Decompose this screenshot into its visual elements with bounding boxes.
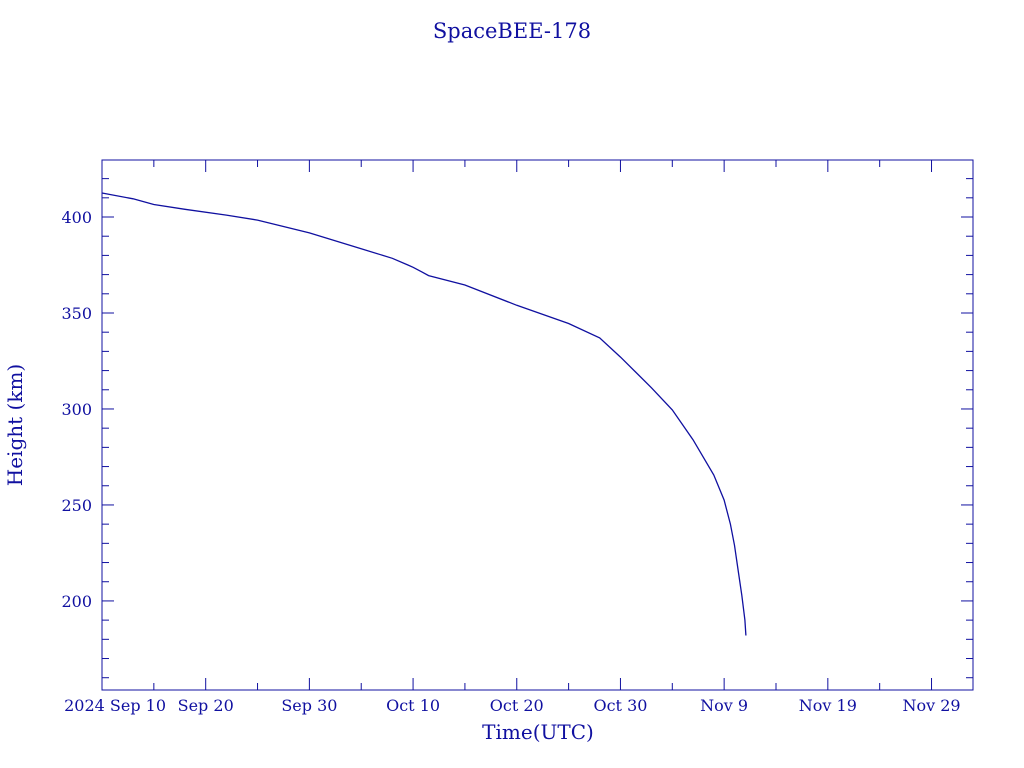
x-tick-label: Oct 30 (593, 696, 647, 715)
x-tick-label: Oct 10 (386, 696, 440, 715)
x-axis-label: Time(UTC) (482, 720, 594, 744)
x-tick-label: 2024 Sep 10 (64, 696, 166, 715)
y-tick-label: 250 (61, 496, 92, 515)
y-axis-label: Height (km) (3, 364, 27, 486)
plot-frame (101, 159, 974, 691)
x-tick-label: Nov 9 (700, 696, 748, 715)
y-tick-label: 300 (61, 400, 92, 419)
chart-title: SpaceBEE-178 (433, 19, 591, 43)
y-tick-label: 400 (61, 208, 92, 227)
x-tick-label: Sep 20 (178, 696, 234, 715)
x-tick-label: Oct 20 (490, 696, 544, 715)
series-line (101, 192, 747, 636)
x-tick-label: Nov 19 (799, 696, 857, 715)
y-tick-label: 350 (61, 304, 92, 323)
y-tick-label: 200 (61, 592, 92, 611)
x-tick-label: Nov 29 (902, 696, 960, 715)
x-tick-label: Sep 30 (281, 696, 337, 715)
